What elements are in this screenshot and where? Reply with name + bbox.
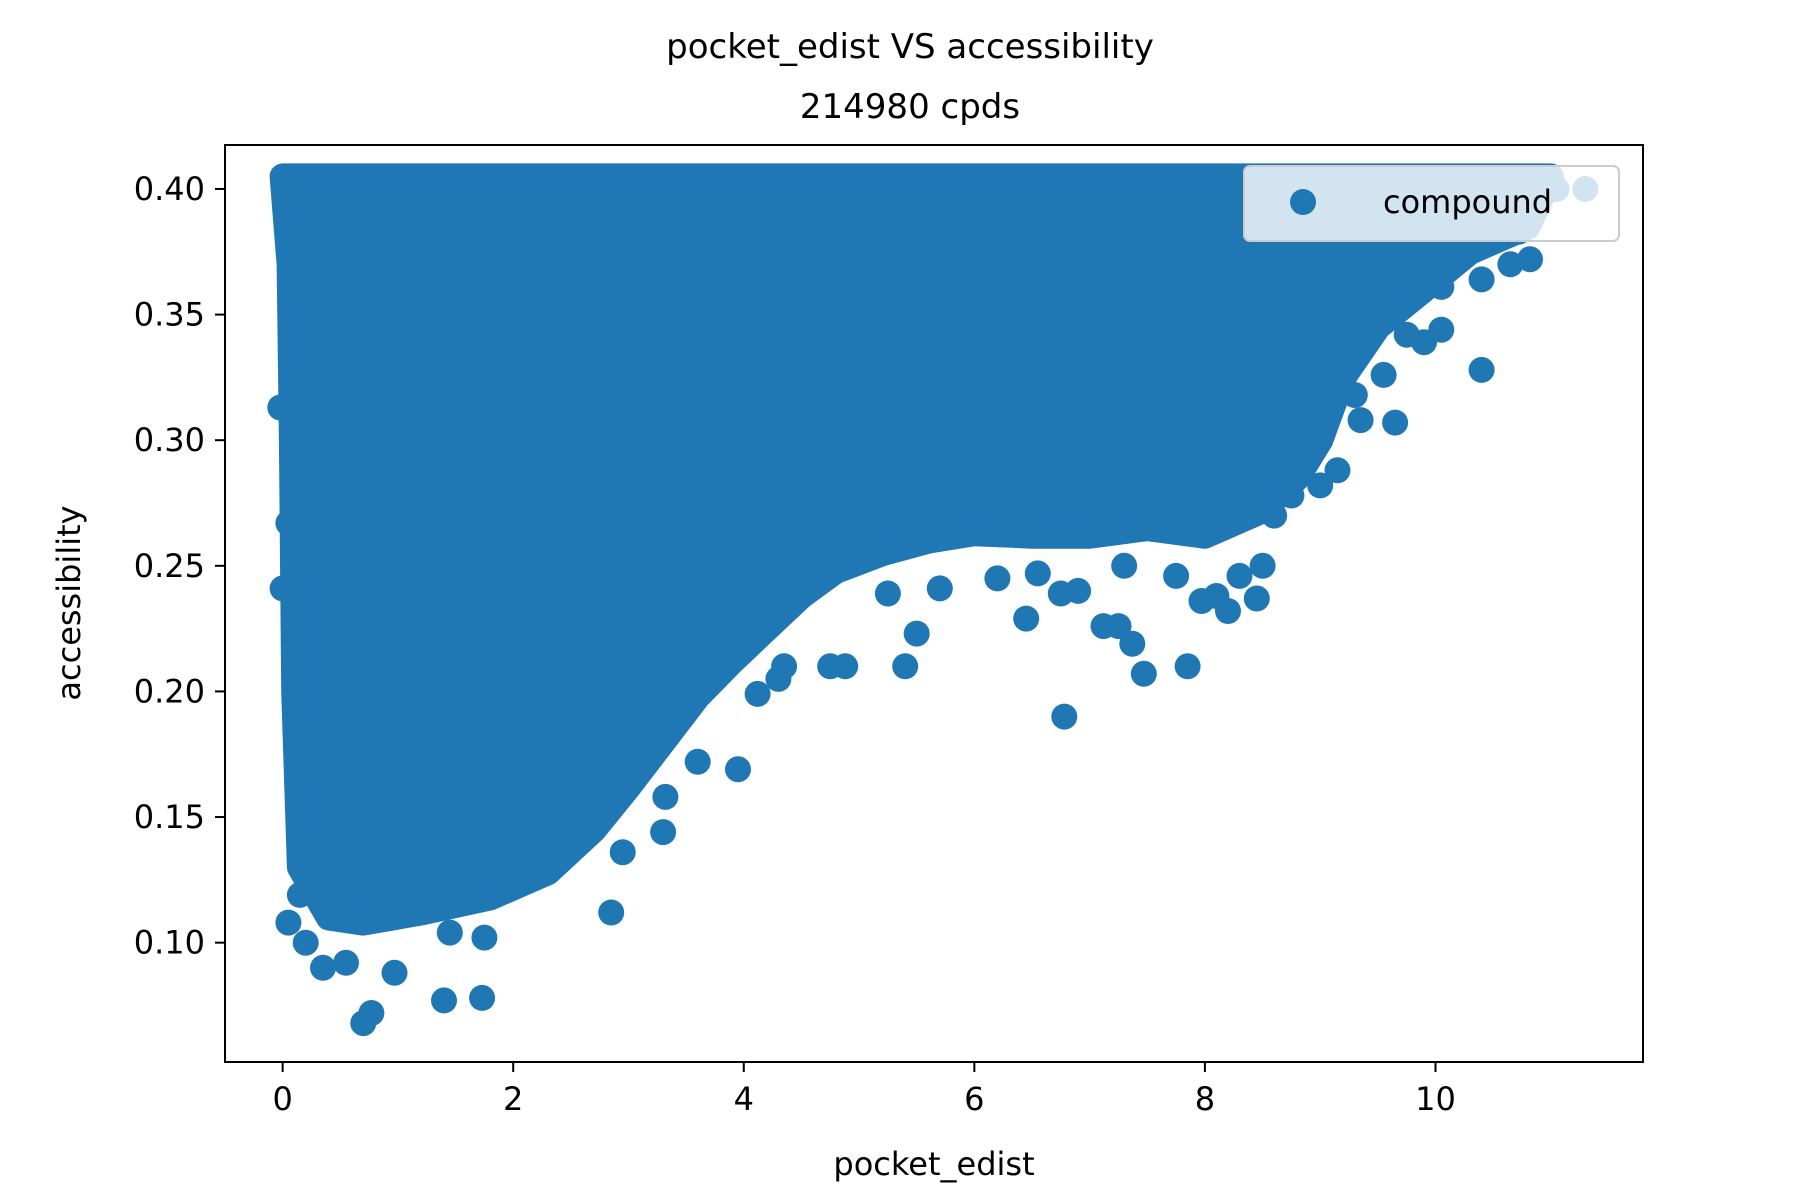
legend-marker bbox=[1290, 189, 1316, 215]
data-point bbox=[1382, 409, 1409, 436]
legend-box bbox=[1243, 165, 1620, 242]
data-point bbox=[1013, 605, 1040, 632]
data-point bbox=[267, 394, 294, 421]
y-tick-label: 0.20 bbox=[134, 672, 205, 710]
data-point bbox=[1497, 251, 1524, 278]
x-tick-label: 6 bbox=[964, 1080, 984, 1118]
data-point bbox=[1226, 562, 1253, 589]
data-point bbox=[725, 756, 751, 783]
data-point bbox=[1347, 407, 1374, 434]
data-point bbox=[874, 580, 901, 607]
x-tick-label: 2 bbox=[503, 1080, 523, 1118]
data-point bbox=[832, 653, 859, 680]
x-axis-label: pocket_edist bbox=[833, 1145, 1034, 1183]
data-point bbox=[903, 620, 930, 647]
x-axis: 0 2 4 6 8 10 bbox=[272, 1062, 1456, 1118]
y-tick-label: 0.10 bbox=[134, 924, 205, 962]
x-tick-label: 0 bbox=[272, 1080, 292, 1118]
x-tick-label: 4 bbox=[734, 1080, 754, 1118]
data-point bbox=[1163, 562, 1190, 589]
data-point bbox=[1341, 382, 1368, 408]
legend-label: compound bbox=[1383, 183, 1552, 221]
data-point bbox=[286, 881, 313, 908]
data-point bbox=[1376, 289, 1403, 315]
y-tick-label: 0.25 bbox=[134, 547, 205, 585]
data-point bbox=[275, 909, 302, 936]
data-point bbox=[1428, 316, 1455, 343]
data-point bbox=[1278, 482, 1305, 509]
data-point bbox=[358, 1000, 385, 1026]
data-point bbox=[650, 819, 677, 846]
data-layer bbox=[267, 163, 1599, 1037]
data-point bbox=[471, 924, 498, 951]
data-point bbox=[381, 959, 408, 986]
data-point bbox=[1047, 580, 1074, 607]
data-point bbox=[926, 575, 953, 602]
x-tick-label: 10 bbox=[1415, 1080, 1456, 1118]
data-point bbox=[1428, 273, 1455, 300]
data-point bbox=[1111, 552, 1138, 579]
data-point bbox=[469, 984, 496, 1011]
data-point bbox=[1307, 472, 1334, 499]
data-point bbox=[1024, 560, 1051, 587]
data-point bbox=[1261, 502, 1288, 529]
data-point bbox=[744, 680, 771, 707]
y-axis: 0.10 0.15 0.20 0.25 0.30 0.35 0.40 bbox=[134, 170, 225, 962]
data-point bbox=[292, 929, 319, 956]
data-point bbox=[310, 954, 336, 981]
dense-point-cloud bbox=[269, 163, 1564, 936]
data-point bbox=[609, 839, 636, 866]
y-tick-label: 0.30 bbox=[134, 421, 205, 459]
data-point bbox=[1174, 653, 1201, 680]
data-point bbox=[1130, 660, 1157, 687]
data-point bbox=[1051, 703, 1078, 730]
data-point bbox=[1468, 266, 1495, 293]
plot-frame bbox=[224, 144, 1644, 1063]
data-point bbox=[771, 653, 798, 680]
y-tick-label: 0.35 bbox=[134, 296, 205, 334]
data-point bbox=[984, 565, 1011, 592]
data-point bbox=[1215, 598, 1241, 624]
data-point bbox=[892, 653, 919, 680]
plot-region bbox=[267, 163, 1599, 1037]
chart-subtitle: 214980 cpds bbox=[800, 87, 1020, 127]
data-point bbox=[1105, 613, 1132, 640]
data-point bbox=[1468, 356, 1495, 383]
data-point bbox=[436, 919, 463, 946]
data-point bbox=[431, 987, 457, 1014]
x-tick-label: 8 bbox=[1195, 1080, 1215, 1118]
y-axis-label: accessibility bbox=[50, 505, 88, 700]
data-point bbox=[1370, 361, 1397, 388]
data-point bbox=[684, 748, 711, 775]
data-point bbox=[1517, 246, 1543, 273]
data-point bbox=[598, 899, 625, 926]
data-point bbox=[1324, 457, 1351, 484]
y-tick-label: 0.15 bbox=[134, 798, 205, 836]
data-point bbox=[1243, 585, 1270, 612]
data-point bbox=[1119, 630, 1146, 657]
data-point bbox=[1249, 552, 1276, 579]
data-point bbox=[333, 949, 359, 976]
chart-title: pocket_edist VS accessibility bbox=[666, 27, 1154, 67]
legend: compound bbox=[1243, 165, 1620, 242]
data-point bbox=[275, 510, 302, 537]
y-tick-label: 0.40 bbox=[134, 170, 205, 208]
data-point bbox=[269, 575, 296, 602]
data-point bbox=[652, 783, 679, 810]
